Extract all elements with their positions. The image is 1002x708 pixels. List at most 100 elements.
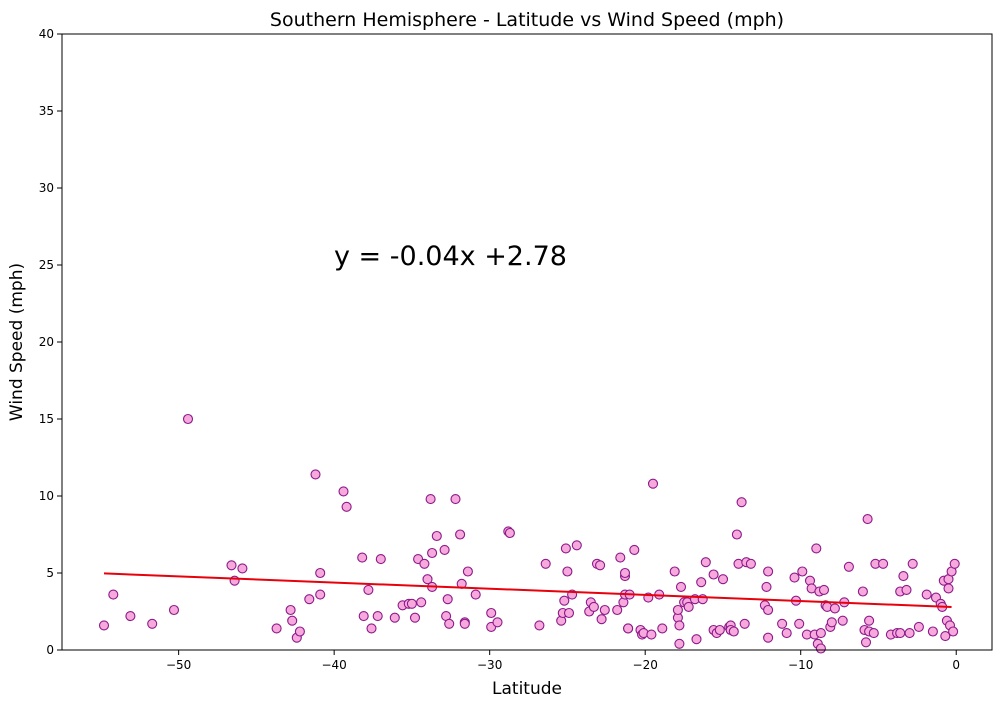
y-tick-label: 35 — [39, 104, 54, 118]
chart-title: Southern Hemisphere - Latitude vs Wind S… — [270, 9, 784, 31]
scatter-point — [815, 628, 826, 639]
scatter-point — [427, 547, 438, 559]
scatter-point — [629, 544, 640, 555]
scatter-point — [646, 629, 657, 640]
scatter-point — [672, 604, 683, 616]
scatter-point — [708, 569, 719, 580]
scatter-point — [674, 620, 685, 631]
regression-equation-annotation: y = -0.04x +2.78 — [334, 241, 567, 272]
scatter-point — [560, 543, 571, 554]
scatter-point — [294, 626, 305, 637]
scatter-point — [338, 486, 349, 497]
scatter-point — [363, 584, 374, 595]
scatter-point — [943, 583, 954, 594]
scatter-point — [736, 497, 747, 508]
scatter-point — [696, 577, 707, 588]
scatter-point — [826, 617, 837, 628]
scatter-point — [907, 558, 918, 569]
scatter-point — [763, 632, 774, 643]
scatter-point — [763, 604, 774, 616]
scatter-point — [147, 618, 158, 629]
scatter-point — [439, 544, 450, 555]
scatter-point — [459, 618, 470, 629]
scatter-point — [559, 595, 570, 606]
scatter-point — [612, 604, 623, 616]
scatter-point — [504, 527, 515, 539]
scatter-point — [745, 558, 756, 569]
y-axis: 0 5 10 15 20 25 30 35 40 — [39, 27, 62, 657]
scatter-point — [898, 571, 909, 582]
scatter-point — [927, 626, 938, 637]
scatter-point — [675, 581, 687, 592]
scatter-point — [310, 469, 321, 480]
scatter-point — [357, 552, 368, 563]
scatter-point — [868, 628, 879, 639]
scatter-point — [450, 494, 461, 505]
scatter-point — [419, 558, 430, 569]
scatter-point — [125, 611, 136, 622]
x-tick-label: −40 — [321, 658, 346, 672]
scatter-point — [843, 561, 854, 572]
scatter-point — [596, 614, 607, 625]
scatter-point — [571, 540, 582, 551]
scatter-point — [562, 566, 573, 577]
scatter-point — [794, 618, 805, 629]
scatter-point — [657, 623, 668, 634]
scatter-point — [940, 631, 951, 642]
scatter-point — [647, 478, 659, 489]
x-tick-label: 0 — [952, 658, 960, 672]
scatter-point — [691, 634, 702, 645]
y-tick-label: 25 — [39, 258, 54, 272]
scatter-point — [540, 558, 551, 569]
scatter-point — [619, 567, 631, 579]
y-axis-label: Wind Speed (mph) — [7, 263, 27, 421]
scatter-point — [455, 529, 466, 540]
scatter-point — [777, 618, 788, 629]
scatter-point — [237, 563, 248, 574]
scatter-point — [731, 529, 742, 540]
y-tick-label: 10 — [39, 489, 54, 503]
scatter-point — [797, 566, 808, 577]
scatter-point — [669, 566, 680, 577]
scatter-point — [416, 597, 427, 608]
scatter-point — [389, 612, 400, 623]
scatter-point — [226, 560, 237, 571]
scatter-point — [700, 557, 711, 568]
scatter-point — [674, 638, 685, 649]
scatter-point — [739, 618, 750, 629]
scatter-point — [534, 620, 545, 631]
scatter-point — [901, 584, 912, 595]
scatter-point — [341, 501, 352, 512]
scatter-point — [588, 601, 599, 612]
scatter-point — [168, 604, 180, 616]
scatter-point — [406, 598, 417, 609]
scatter-point — [486, 607, 497, 619]
scatter-point — [358, 611, 369, 622]
scatter-point — [781, 628, 792, 639]
y-tick-label: 5 — [46, 566, 54, 580]
scatter-point — [563, 607, 575, 619]
scatter-point — [615, 552, 626, 563]
scatter-point — [862, 514, 873, 525]
y-tick-label: 0 — [46, 643, 54, 657]
scatter-point — [462, 566, 473, 577]
scatter-point — [949, 558, 960, 569]
scatter-point — [444, 618, 455, 629]
scatter-point — [948, 626, 959, 637]
scatter-point — [366, 623, 377, 634]
scatter-point — [492, 617, 503, 628]
scatter-point — [271, 623, 282, 634]
scatter-point — [372, 611, 383, 622]
scatter-point — [431, 530, 442, 542]
scatter-point — [623, 623, 634, 634]
y-tick-label: 20 — [39, 335, 54, 349]
scatter-point — [763, 566, 774, 577]
scatter-point — [860, 637, 872, 648]
y-tick-label: 40 — [39, 27, 54, 41]
scatter-point — [182, 413, 194, 425]
scatter-point — [815, 643, 826, 654]
scatter-point — [811, 543, 822, 554]
scatter-point — [375, 554, 386, 565]
